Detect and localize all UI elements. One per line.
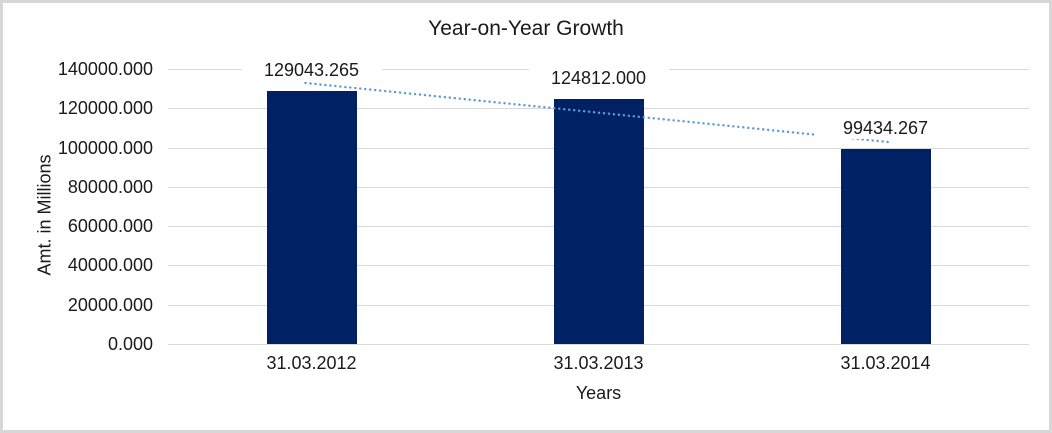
- data-label: 129043.265: [241, 59, 382, 81]
- y-axis-tick-label: 80000.000: [67, 176, 153, 197]
- bar-31.03.2012: [266, 90, 357, 344]
- bar-31.03.2013: [553, 98, 644, 344]
- x-axis-tick-label: 31.03.2014: [840, 353, 931, 373]
- chart-title: Year-on-Year Growth: [428, 17, 624, 40]
- trendline-path: [304, 81, 892, 144]
- gridline: [168, 344, 1029, 345]
- y-axis-tick-label: 100000.000: [57, 137, 153, 158]
- y-axis-tick-label: 120000.000: [57, 98, 153, 119]
- x-axis-tick-label: 31.03.2013: [553, 353, 644, 373]
- bar-31.03.2014: [840, 148, 931, 344]
- y-axis-tick-label: 20000.000: [67, 294, 153, 315]
- y-axis-title: Amt. in Millions: [34, 154, 55, 276]
- x-axis-tick-label: 31.03.2012: [266, 353, 357, 373]
- data-label: 99434.267: [815, 117, 956, 139]
- data-label: 124812.000: [528, 67, 669, 89]
- y-axis-tick-label: 40000.000: [67, 255, 153, 276]
- y-axis-tick-label: 0.000: [107, 334, 153, 354]
- y-axis-tick-label: 140000.000: [57, 59, 153, 79]
- y-axis-tick-label: 60000.000: [67, 216, 153, 237]
- plot-area: [168, 69, 1029, 345]
- x-axis-title: Years: [575, 383, 622, 403]
- trendline: [304, 81, 892, 144]
